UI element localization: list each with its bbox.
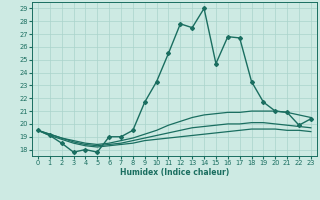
X-axis label: Humidex (Indice chaleur): Humidex (Indice chaleur) — [120, 168, 229, 177]
